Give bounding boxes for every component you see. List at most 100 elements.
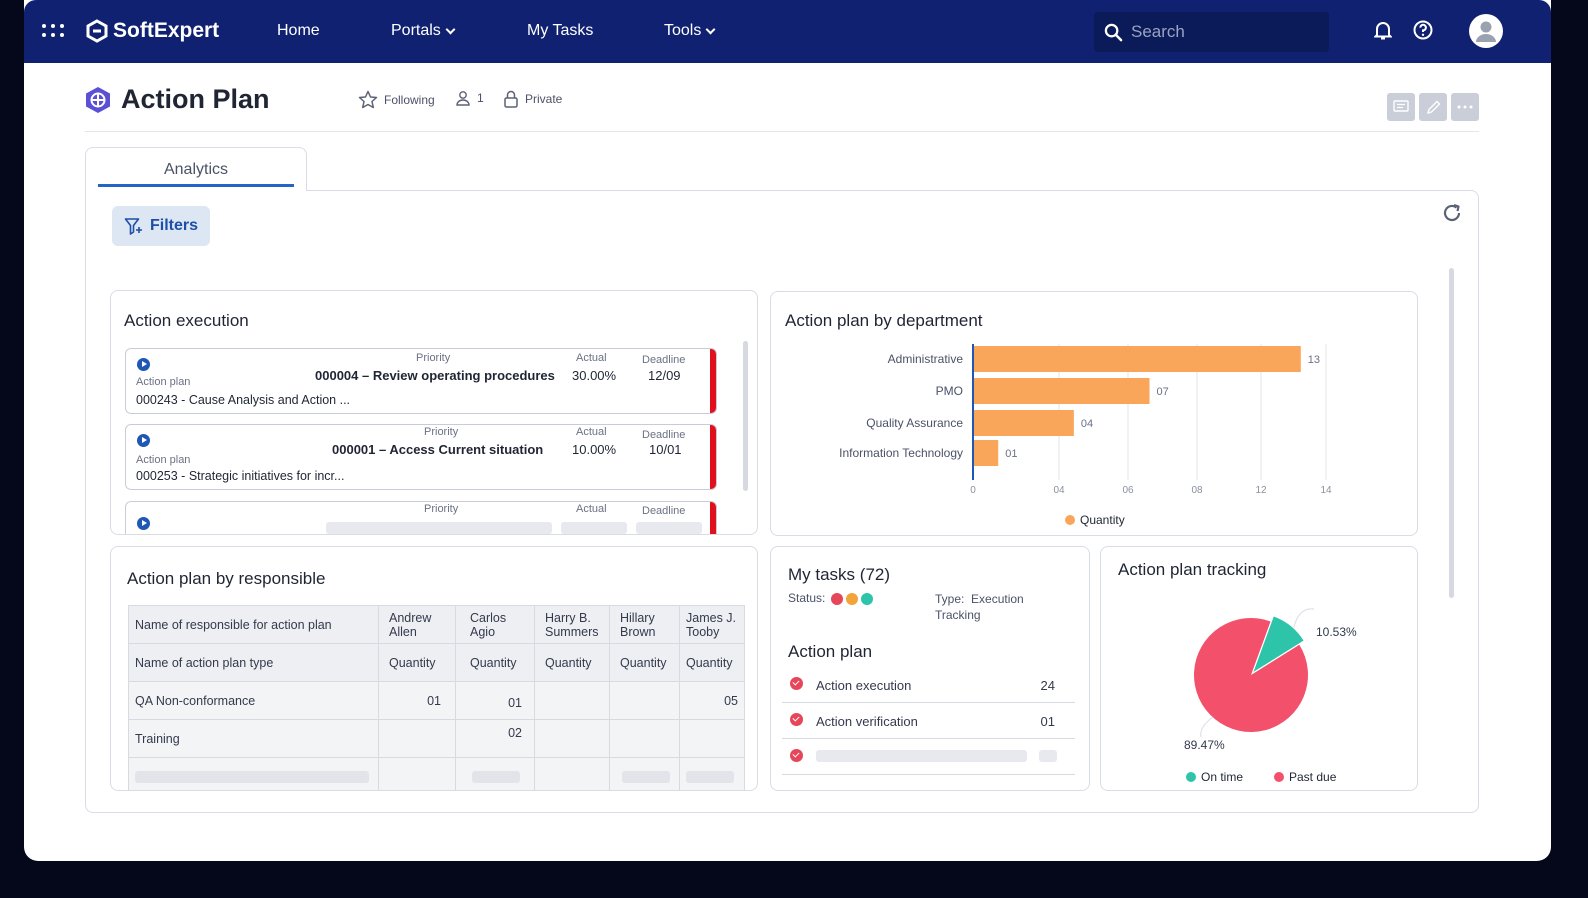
- nav-tools-label: Tools: [664, 22, 702, 39]
- priority-label: Priority: [424, 426, 459, 438]
- responsible-table: Name of responsible for action plan Andr…: [128, 605, 745, 790]
- quantity-header: Quantity: [609, 643, 680, 682]
- loading-placeholder: [622, 770, 670, 783]
- tracking-title: Action plan tracking: [1118, 560, 1267, 579]
- column-header-person[interactable]: Hillary Brown: [609, 605, 680, 644]
- play-icon: [137, 517, 150, 530]
- row-name: QA Non-conformance: [128, 681, 379, 720]
- table-cell: 05: [679, 681, 745, 720]
- tracking-pie-chart: [1194, 608, 1315, 738]
- comments-button[interactable]: [1387, 93, 1415, 121]
- pencil-icon: [1426, 100, 1440, 114]
- y-category-label: Administrative: [888, 352, 964, 366]
- department-chart-card: Action plan by department 0 04 06 08 12 14 Adm…: [770, 291, 1418, 536]
- my-tasks-card: My tasks (72) Status: Type: Execution Tr…: [770, 546, 1090, 791]
- filters-button[interactable]: Filters: [112, 206, 210, 246]
- filters-label: Filters: [149, 217, 198, 234]
- x-tick-label: 12: [1255, 485, 1267, 496]
- table-cell: [609, 719, 680, 758]
- search-input[interactable]: [1131, 22, 1311, 42]
- top-navigation-bar: SoftExpert Home Portals My Tasks Tools: [24, 0, 1551, 63]
- action-item[interactable]: Priority Actual Deadline: [125, 501, 717, 534]
- column-header-person[interactable]: Andrew Allen: [378, 605, 456, 644]
- overdue-indicator: [710, 425, 716, 489]
- legend-past-due[interactable]: Past due: [1274, 770, 1336, 784]
- following-label: Following: [384, 92, 435, 107]
- nav-tools[interactable]: Tools: [664, 22, 716, 40]
- action-execution-scrollbar[interactable]: [743, 341, 748, 491]
- x-tick-label: 06: [1122, 485, 1134, 496]
- nav-my-tasks-label: My Tasks: [527, 22, 594, 39]
- late-task-icon: [790, 713, 803, 726]
- nav-my-tasks[interactable]: My Tasks: [527, 22, 593, 40]
- tasks-section-title: Action plan: [788, 642, 873, 661]
- task-row[interactable]: Action verification 01: [782, 703, 1075, 739]
- bell-icon[interactable]: [1374, 20, 1392, 40]
- nav-portals[interactable]: Portals: [391, 22, 456, 40]
- actual-value: 30.00%: [572, 368, 617, 383]
- tab-analytics[interactable]: Analytics: [85, 147, 307, 191]
- overdue-indicator: [710, 349, 716, 413]
- action-item[interactable]: Priority 000004 – Review operating proce…: [125, 348, 717, 414]
- column-header-person[interactable]: James J. Tooby: [679, 605, 745, 644]
- legend-on-time[interactable]: On time: [1186, 770, 1243, 784]
- on-time-percentage: 10.53%: [1316, 625, 1357, 639]
- bar: [974, 378, 1150, 404]
- table-subheader-row: Name of action plan type Quantity Quanti…: [128, 643, 745, 682]
- refresh-icon[interactable]: [1441, 202, 1463, 224]
- edit-button[interactable]: [1419, 93, 1447, 121]
- members-count[interactable]: 1: [455, 90, 484, 106]
- panel-scrollbar[interactable]: [1449, 268, 1454, 598]
- leader-line: [1293, 608, 1315, 628]
- loading-placeholder: [1039, 750, 1057, 762]
- header-divider: [85, 131, 1479, 132]
- bar-value-label: 04: [1081, 418, 1093, 430]
- person-icon: [456, 91, 470, 106]
- task-count: 24: [1040, 678, 1055, 693]
- department-bar-chart: 0 04 06 08 12 14 Administrative 13 PMO 07 Quality …: [839, 344, 1332, 496]
- leader-line: [1200, 716, 1214, 738]
- task-count: 01: [1040, 714, 1055, 729]
- nav-home[interactable]: Home: [277, 22, 320, 40]
- table-cell: [679, 757, 745, 790]
- table-row: [128, 757, 745, 790]
- status-label: Status:: [788, 591, 826, 605]
- action-name: 000001 – Access Current situation: [332, 442, 544, 457]
- legend-label: Past due: [1289, 770, 1337, 784]
- play-icon: [137, 434, 150, 447]
- loading-placeholder: [326, 522, 552, 534]
- on-time-status-icon[interactable]: [861, 592, 874, 605]
- more-horizontal-icon: [1457, 105, 1473, 109]
- task-label: Action verification: [816, 714, 918, 729]
- star-icon: [358, 90, 378, 109]
- table-row[interactable]: QA Non-conformance 01 01 05: [128, 681, 745, 720]
- follow-toggle[interactable]: Following: [358, 90, 435, 109]
- table-cell: [534, 719, 610, 758]
- table-row[interactable]: Training 02: [128, 719, 745, 758]
- task-row[interactable]: Action execution 24: [782, 667, 1075, 703]
- table-cell: 01: [455, 681, 535, 720]
- column-header-person[interactable]: Harry B. Summers: [534, 605, 610, 644]
- table-cell: [378, 757, 456, 790]
- help-icon[interactable]: [1413, 20, 1433, 40]
- legend-swatch: [1274, 772, 1284, 782]
- active-tab-indicator: [98, 184, 294, 187]
- late-task-icon: [790, 749, 803, 762]
- row-header-type: Name of action plan type: [128, 643, 379, 682]
- warning-status-icon[interactable]: [846, 592, 859, 605]
- action-item[interactable]: Priority 000001 – Access Current situati…: [125, 424, 717, 490]
- app-launcher-icon[interactable]: [42, 24, 66, 40]
- bar: [974, 410, 1074, 436]
- page-header: Action Plan: [85, 84, 270, 115]
- privacy-indicator[interactable]: Private: [503, 90, 562, 108]
- loading-placeholder: [561, 522, 627, 534]
- table-cell: 01: [378, 681, 456, 720]
- brand-logo[interactable]: SoftExpert: [85, 19, 219, 43]
- more-options-button[interactable]: [1451, 93, 1479, 121]
- lock-icon: [504, 90, 518, 108]
- late-status-icon[interactable]: [831, 592, 844, 605]
- user-avatar[interactable]: [1469, 14, 1503, 48]
- department-chart-title: Action plan by department: [785, 311, 983, 330]
- column-header-person[interactable]: Carlos Agio: [455, 605, 535, 644]
- y-category-label: Information Technology: [839, 446, 963, 460]
